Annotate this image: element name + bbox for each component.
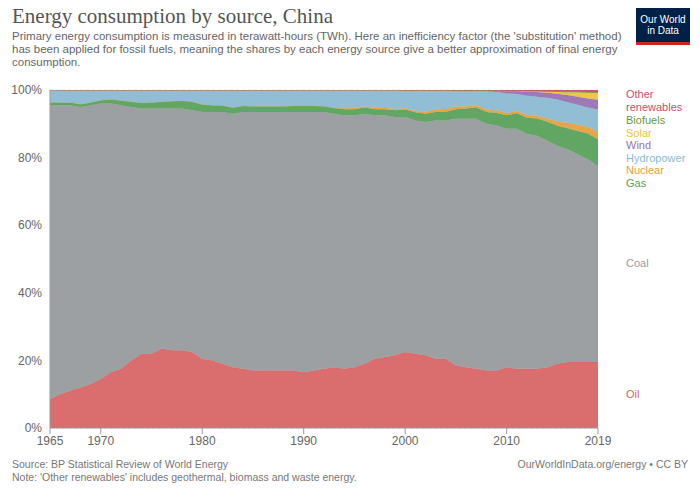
html-text:Nuclear: Nuclear: [626, 164, 664, 177]
html-text:Source: BP Statistical Review: Source: BP Statistical Review of World E…: [12, 458, 229, 470]
html-text:Wind: Wind: [626, 139, 652, 152]
svg-text:100%: 100%: [11, 83, 42, 97]
svg-text:2000: 2000: [392, 434, 419, 448]
svg-text:1980: 1980: [189, 434, 216, 448]
html-text:Our World in Data: Our World in Data: [640, 14, 686, 36]
svg-text:80%: 80%: [18, 151, 42, 165]
svg-text:20%: 20%: [18, 354, 42, 368]
svg-text:1990: 1990: [290, 434, 317, 448]
html-text:Primary energy consumption is: Primary energy consumption is measured i…: [12, 30, 622, 68]
html-text:Hydropower: Hydropower: [626, 151, 686, 164]
html-text:Other renewables: Other renewables: [626, 88, 683, 113]
html-text:OurWorldInData.org/energy • CC: OurWorldInData.org/energy • CC BY: [517, 458, 688, 470]
html-text:Energy consumption by source,: Energy consumption by source, China: [12, 4, 333, 28]
html-text:Note: 'Other renewables' inclu: Note: 'Other renewables' includes geothe…: [12, 471, 357, 483]
svg-text:2019: 2019: [585, 434, 612, 448]
svg-text:1970: 1970: [87, 434, 114, 448]
html-text:Coal: Coal: [626, 257, 649, 270]
svg-text:40%: 40%: [18, 286, 42, 300]
html-text:Solar: Solar: [626, 126, 652, 139]
svg-text:60%: 60%: [18, 218, 42, 232]
svg-text:1965: 1965: [37, 434, 64, 448]
svg-text:0%: 0%: [25, 421, 43, 435]
svg-text:2010: 2010: [493, 434, 520, 448]
html-text:Gas: Gas: [626, 177, 647, 189]
html-text:Oil: Oil: [626, 388, 640, 400]
html-text:Biofuels: Biofuels: [626, 114, 666, 126]
